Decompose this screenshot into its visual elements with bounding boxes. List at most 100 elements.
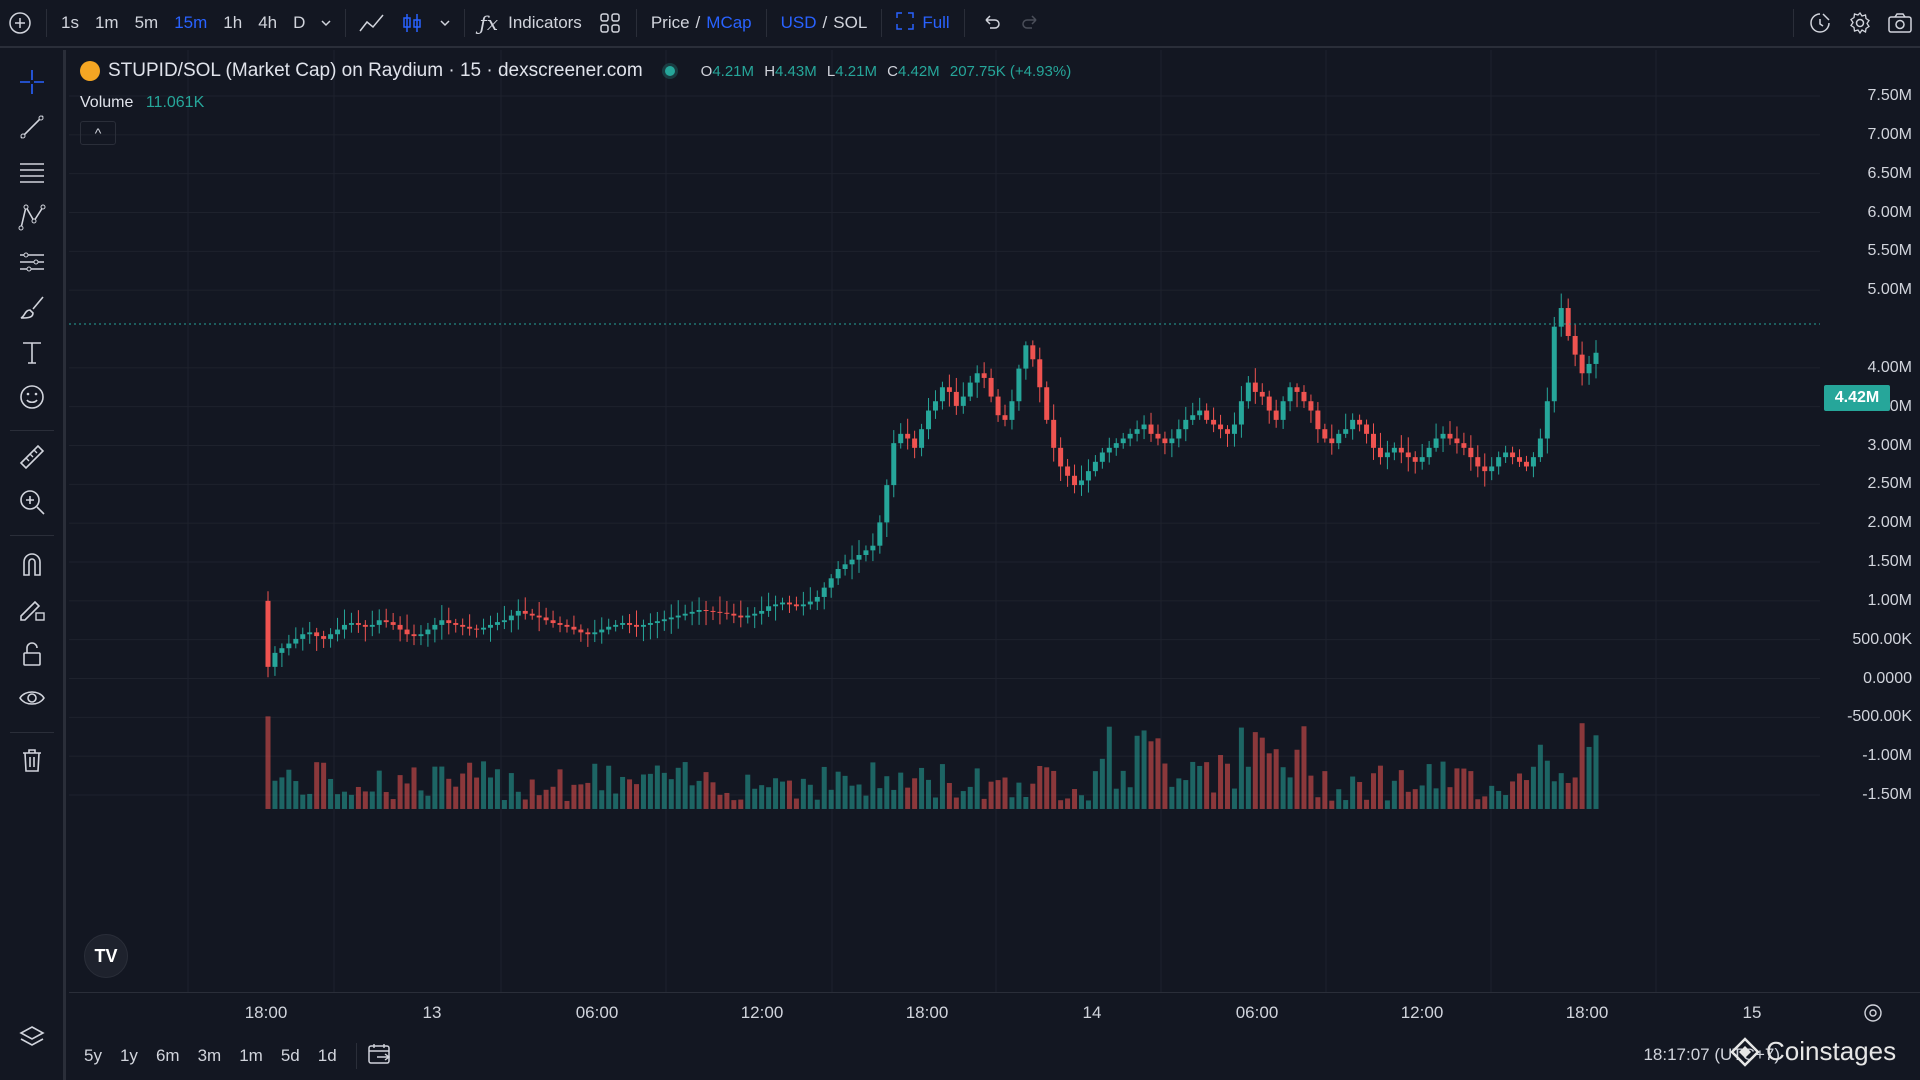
indicators-button[interactable]: ƒx Indicators — [471, 5, 589, 41]
range-6m[interactable]: 6m — [155, 1046, 180, 1065]
layers-icon[interactable] — [14, 1020, 50, 1056]
candle-body — [682, 613, 688, 616]
interval-1h[interactable]: 1h — [223, 13, 243, 32]
volume-bar — [390, 799, 396, 809]
volume-bar — [1558, 773, 1564, 809]
trash-icon[interactable] — [14, 742, 50, 778]
price-axis[interactable]: 7.50M7.00M6.50M6.00M5.50M5.00M4.00M3.50M… — [1820, 50, 1920, 992]
chart-settings-icon[interactable] — [1862, 1002, 1884, 1029]
volume-bar — [335, 794, 341, 809]
candle-body — [1085, 471, 1091, 481]
collapse-legend-button[interactable]: ^ — [80, 121, 116, 145]
coinstages-logo-icon — [1730, 1036, 1760, 1067]
magnet-icon[interactable] — [14, 546, 50, 582]
add-symbol-icon[interactable] — [0, 5, 40, 41]
eye-icon[interactable] — [14, 681, 50, 717]
interval-15m[interactable]: 15m — [174, 13, 208, 32]
volume-bar — [647, 773, 653, 809]
volume-bar — [939, 764, 945, 809]
full-button[interactable]: Full — [888, 5, 957, 41]
forecasting-icon[interactable] — [14, 244, 50, 280]
undo-icon[interactable] — [971, 5, 1011, 41]
interval-d[interactable]: D — [293, 13, 306, 32]
candle-body — [1301, 391, 1307, 402]
brush-icon[interactable] — [14, 289, 50, 325]
tradingview-logo[interactable]: TV — [84, 934, 128, 978]
pattern-icon[interactable] — [14, 199, 50, 235]
range-3m[interactable]: 3m — [197, 1046, 222, 1065]
range-5d[interactable]: 5d — [280, 1046, 300, 1065]
candle-body — [1218, 424, 1224, 430]
interval-1s[interactable]: 1s — [61, 13, 79, 32]
fib-retracement-icon[interactable] — [14, 154, 50, 190]
price-axis-label: 3.00M — [1867, 436, 1912, 454]
candle-body — [1454, 438, 1460, 444]
interval-4h[interactable]: 4h — [258, 13, 278, 32]
volume-bar — [926, 779, 932, 809]
candle-body — [1544, 401, 1550, 439]
range-1d[interactable]: 1d — [317, 1046, 337, 1065]
currency-toggle[interactable]: USD / SOL — [773, 5, 876, 41]
trend-line-icon[interactable] — [14, 109, 50, 145]
range-1y[interactable]: 1y — [119, 1046, 138, 1065]
candle-body — [981, 373, 987, 378]
price-chart[interactable] — [69, 50, 1820, 992]
interval-1m[interactable]: 1m — [94, 13, 119, 32]
candle-body — [300, 634, 306, 639]
crosshair-icon[interactable] — [14, 64, 50, 100]
volume-bar — [766, 787, 772, 809]
time-axis-label: 06:00 — [575, 1003, 619, 1022]
volume-bar — [640, 774, 646, 809]
ruler-icon[interactable] — [14, 439, 50, 475]
goto-date-icon[interactable] — [367, 1042, 393, 1071]
redo-icon[interactable] — [1011, 5, 1051, 41]
candle-body — [1092, 461, 1098, 472]
layouts-icon[interactable] — [590, 5, 630, 41]
candle-body — [481, 627, 487, 630]
candle-body — [939, 387, 945, 402]
candle-body — [1412, 457, 1418, 462]
volume-bar — [786, 780, 792, 809]
interval-5m[interactable]: 5m — [134, 13, 159, 32]
volume-bar — [1266, 753, 1272, 809]
candle-body — [988, 377, 994, 397]
volume-bar — [376, 770, 382, 809]
price-axis-label: -1.50M — [1862, 786, 1912, 803]
range-1m[interactable]: 1m — [239, 1046, 263, 1065]
volume-bar — [1273, 749, 1279, 809]
volume-bar — [1475, 799, 1481, 809]
chevron-down-icon[interactable] — [432, 5, 458, 41]
coinstages-watermark: Coinstages — [1730, 1036, 1896, 1067]
volume-bar — [1377, 765, 1383, 809]
candle-body — [508, 615, 514, 621]
volume-bar — [620, 776, 626, 809]
pencil-lock-icon[interactable] — [14, 591, 50, 627]
volume-bar — [1517, 773, 1523, 809]
bottom-toolbar: 5y 1y 6m 3m 1m 5d 1d — [69, 1032, 1920, 1080]
line-chart-icon[interactable] — [352, 5, 392, 41]
candle-body — [1426, 447, 1432, 458]
candle-body — [1238, 401, 1244, 425]
symbol-title[interactable]: STUPID/SOL (Market Cap) on Raydium · 15 … — [108, 60, 643, 81]
candle-body — [1398, 447, 1404, 453]
divider — [464, 9, 466, 37]
chevron-down-icon[interactable] — [313, 5, 339, 41]
gear-icon[interactable] — [1840, 5, 1880, 41]
candle-body — [974, 373, 980, 383]
candle-body — [286, 643, 292, 649]
zoom-in-icon[interactable] — [14, 484, 50, 520]
emoji-icon[interactable] — [14, 379, 50, 415]
volume-bar — [842, 775, 848, 809]
camera-icon[interactable] — [1880, 5, 1920, 41]
quick-search-icon[interactable] — [1800, 5, 1840, 41]
time-axis[interactable]: 18:00 13 06:00 12:00 18:00 14 06:00 12:00 18:00 1… — [69, 992, 1920, 1032]
candle-body — [800, 604, 806, 607]
candle-body — [745, 615, 751, 618]
divider — [46, 9, 47, 37]
candles-icon[interactable] — [392, 5, 432, 41]
price-axis-label: 6.00M — [1867, 203, 1912, 221]
lock-icon[interactable] — [14, 636, 50, 672]
range-5y[interactable]: 5y — [84, 1046, 102, 1065]
text-icon[interactable] — [14, 334, 50, 370]
price-mcap-toggle[interactable]: Price / MCap — [643, 5, 760, 41]
